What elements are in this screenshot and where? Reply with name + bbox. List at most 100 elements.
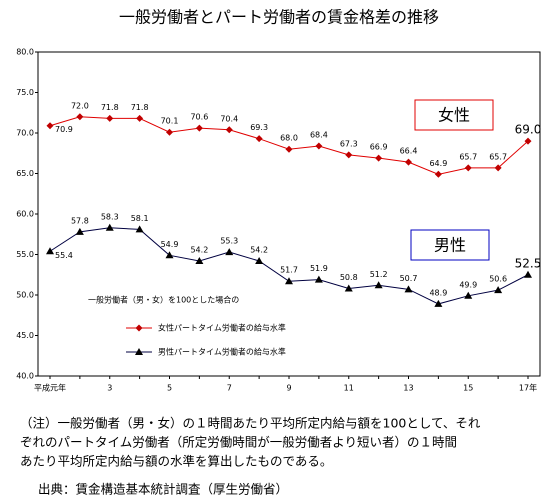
data-label: 50.6 xyxy=(489,275,507,284)
y-tick-label: 80.0 xyxy=(16,48,34,57)
marker xyxy=(135,225,144,233)
marker xyxy=(434,170,442,178)
data-label: 49.9 xyxy=(459,280,477,289)
y-tick-label: 75.0 xyxy=(16,88,34,97)
marker xyxy=(165,251,174,259)
marker xyxy=(464,164,472,172)
data-label: 68.0 xyxy=(280,134,298,143)
x-tick-label: 平成元年 xyxy=(34,383,66,393)
x-tick-label: 15 xyxy=(463,384,473,393)
marker xyxy=(434,299,443,307)
data-label: 69.0 xyxy=(515,123,542,137)
data-label: 70.1 xyxy=(161,117,179,126)
data-label: 50.8 xyxy=(340,273,358,282)
marker xyxy=(494,286,503,294)
data-label: 54.2 xyxy=(250,245,268,254)
x-tick-label: 7 xyxy=(227,384,232,393)
y-tick-label: 70.0 xyxy=(16,129,34,138)
marker xyxy=(105,223,114,231)
x-tick-label: 5 xyxy=(167,384,172,393)
note: ぞれのパートタイム労働者（所定労働時間が一般労働者より短い者）の１時間 xyxy=(20,435,457,450)
data-label: 67.3 xyxy=(340,139,358,148)
marker xyxy=(405,158,412,166)
data-label: 51.2 xyxy=(370,270,388,279)
marker xyxy=(524,137,532,145)
data-label: 55.3 xyxy=(220,237,238,246)
annotation-box xyxy=(410,229,490,261)
y-tick-label: 60.0 xyxy=(16,210,34,219)
data-label: 70.4 xyxy=(220,114,238,123)
marker xyxy=(255,256,264,264)
data-label: 52.5 xyxy=(515,256,542,270)
marker xyxy=(404,285,413,293)
data-label: 55.4 xyxy=(55,251,73,260)
data-label: 58.1 xyxy=(131,214,149,223)
data-label: 51.7 xyxy=(280,266,298,275)
data-label: 68.4 xyxy=(310,130,328,139)
data-label: 50.7 xyxy=(400,274,418,283)
x-tick-label: 11 xyxy=(344,384,354,393)
data-label: 57.8 xyxy=(71,216,89,225)
annotation-box xyxy=(414,99,494,131)
marker xyxy=(494,164,502,172)
data-label: 69.3 xyxy=(250,123,268,132)
data-label: 71.8 xyxy=(131,103,149,112)
data-label: 54.2 xyxy=(190,245,208,254)
marker xyxy=(345,151,353,159)
marker xyxy=(106,114,114,122)
marker xyxy=(285,145,293,153)
x-tick-label: 3 xyxy=(107,384,112,393)
data-label: 48.9 xyxy=(429,288,447,297)
marker xyxy=(225,248,234,256)
marker xyxy=(76,113,84,121)
data-label: 72.0 xyxy=(71,101,89,110)
y-tick-label: 50.0 xyxy=(16,291,34,300)
marker xyxy=(314,275,323,283)
marker xyxy=(375,154,383,162)
data-label: 66.4 xyxy=(400,147,418,156)
marker xyxy=(524,270,532,278)
data-label: 51.9 xyxy=(310,264,328,273)
data-label: 70.6 xyxy=(190,113,208,122)
marker xyxy=(374,281,383,289)
note: （注）一般労働者（男・女）の１時間あたり平均所定内給与額を100として、それ xyxy=(20,416,481,431)
legend-title: 一般労働者（男・女）を100とした場合の xyxy=(88,295,239,305)
data-label: 70.9 xyxy=(55,125,73,134)
note: あたり平均所定内給与額の水準を算出したものである。 xyxy=(20,454,332,469)
data-label: 66.9 xyxy=(370,143,388,152)
marker xyxy=(315,142,323,150)
data-label: 65.7 xyxy=(459,152,477,161)
marker xyxy=(225,126,233,134)
legend-label: 女性パートタイム労働者の給与水準 xyxy=(158,323,286,333)
marker xyxy=(136,114,144,122)
data-label: 65.7 xyxy=(489,152,507,161)
data-label: 64.9 xyxy=(429,159,447,168)
marker xyxy=(46,247,54,255)
marker xyxy=(255,135,263,143)
data-label: 54.9 xyxy=(161,240,179,249)
marker xyxy=(195,256,204,264)
x-tick-label: 17年 xyxy=(519,383,537,393)
marker xyxy=(75,227,84,235)
marker xyxy=(46,122,54,130)
legend-marker xyxy=(135,324,143,332)
x-tick-label: 13 xyxy=(403,384,413,393)
marker xyxy=(195,124,203,132)
y-tick-label: 40.0 xyxy=(16,372,34,381)
y-tick-label: 45.0 xyxy=(16,331,34,340)
chart-title: 一般労働者とパート労働者の賃金格差の推移 xyxy=(119,8,439,27)
y-tick-label: 55.0 xyxy=(16,250,34,259)
marker xyxy=(166,128,173,136)
marker xyxy=(285,277,293,285)
marker xyxy=(464,291,473,299)
legend-marker xyxy=(135,348,143,355)
annotation: 男性 xyxy=(434,236,466,255)
data-label: 58.3 xyxy=(101,212,119,221)
data-label: 71.8 xyxy=(101,103,119,112)
legend-label: 男性パートタイム労働者の給与水準 xyxy=(158,347,286,357)
marker xyxy=(344,284,353,292)
y-tick-label: 65.0 xyxy=(16,169,34,178)
x-tick-label: 9 xyxy=(286,384,291,393)
annotation: 女性 xyxy=(438,106,470,125)
